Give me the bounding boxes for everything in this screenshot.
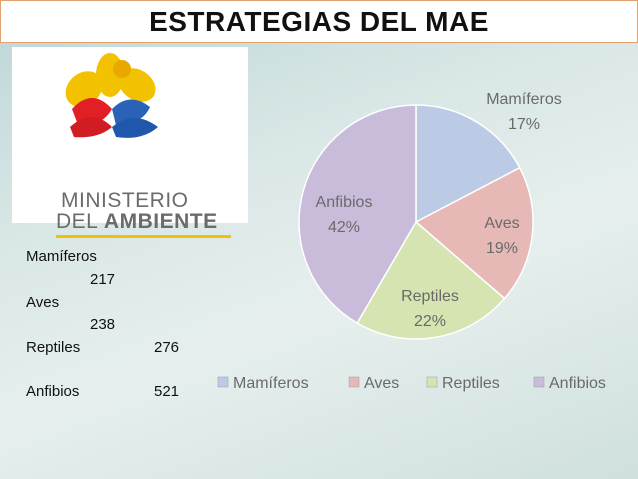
legend-label: Reptiles [442, 375, 500, 392]
slice-label-category: Mamíferos [486, 91, 562, 108]
logo-emblem-icon [65, 53, 158, 138]
page-title: ESTRATEGIAS DEL MAE [149, 5, 489, 37]
legend-label: Aves [364, 375, 399, 392]
title-bar: ESTRATEGIAS DEL MAE [0, 0, 638, 43]
pie-slice-reptiles [356, 220, 506, 340]
pie-slice-anfibios [298, 104, 417, 325]
legend-swatch [533, 376, 545, 388]
list-item-value: 521 [154, 383, 180, 400]
legend-swatch [348, 376, 360, 388]
slice-label-percent: 42% [328, 219, 360, 236]
legend-swatch [426, 376, 438, 388]
list-item-value: 238 [90, 316, 116, 333]
list-item-label: Anfibios [26, 383, 80, 400]
pie-slice-mamíferos [415, 104, 521, 224]
legend-label: Mamíferos [233, 375, 309, 392]
slice-label-category: Reptiles [401, 288, 459, 305]
ministry-logo: MINISTERIO DEL AMBIENTE [12, 47, 248, 238]
slice-label-category: Aves [484, 215, 519, 232]
logo-text-ambiente-bold: AMBIENTE [103, 210, 218, 233]
list-item-label: Aves [26, 294, 60, 311]
list-item-value: 217 [90, 271, 116, 288]
slice-label-category: Anfibios [316, 194, 373, 211]
list-item-value: 276 [154, 339, 180, 356]
pie-slice-aves [414, 166, 534, 300]
legend-label: Anfibios [549, 375, 606, 392]
logo-text-ministerio: MINISTERIO [61, 189, 189, 212]
list-item-label: Reptiles [26, 339, 81, 356]
slice-label-percent: 22% [414, 313, 446, 330]
logo-underline [56, 235, 231, 238]
list-item-label: Mamíferos [26, 248, 97, 265]
logo-text-ambiente: DEL AMBIENTE [56, 210, 218, 234]
slice-label-percent: 19% [486, 240, 518, 257]
legend-swatch [217, 376, 229, 388]
slice-label-percent: 17% [508, 116, 540, 133]
logo-text-del: DEL [56, 210, 104, 233]
